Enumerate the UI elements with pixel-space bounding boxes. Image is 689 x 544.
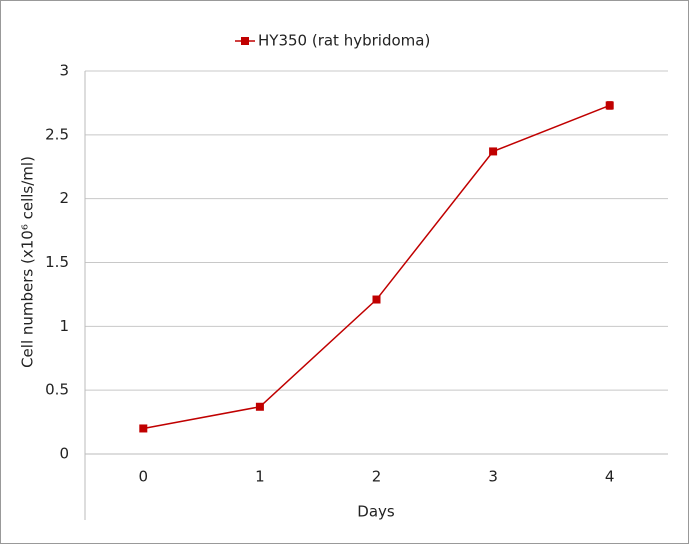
y-tick-label: 3: [59, 62, 69, 80]
legend-label: HY350 (rat hybridoma): [258, 32, 430, 50]
legend-marker: [241, 37, 249, 45]
y-tick-label: 0.5: [45, 381, 69, 399]
data-point: [489, 147, 498, 156]
x-tick-label: 0: [139, 468, 149, 486]
x-axis-label: Days: [357, 503, 395, 521]
data-point: [605, 101, 614, 110]
y-tick-label: 2: [59, 189, 69, 207]
y-tick-label: 1.5: [45, 253, 69, 271]
y-tick-label: 1: [59, 317, 69, 335]
x-tick-label: 2: [372, 468, 382, 486]
x-tick-label: 4: [605, 468, 615, 486]
y-tick-label: 2.5: [45, 125, 69, 143]
x-tick-label: 3: [488, 468, 498, 486]
data-point: [372, 295, 381, 304]
data-point: [255, 402, 264, 411]
y-axis-label: Cell numbers (x10⁶ cells/ml): [19, 156, 37, 368]
data-point: [139, 424, 148, 433]
y-tick-label: 0: [59, 445, 69, 463]
x-tick-label: 1: [255, 468, 265, 486]
